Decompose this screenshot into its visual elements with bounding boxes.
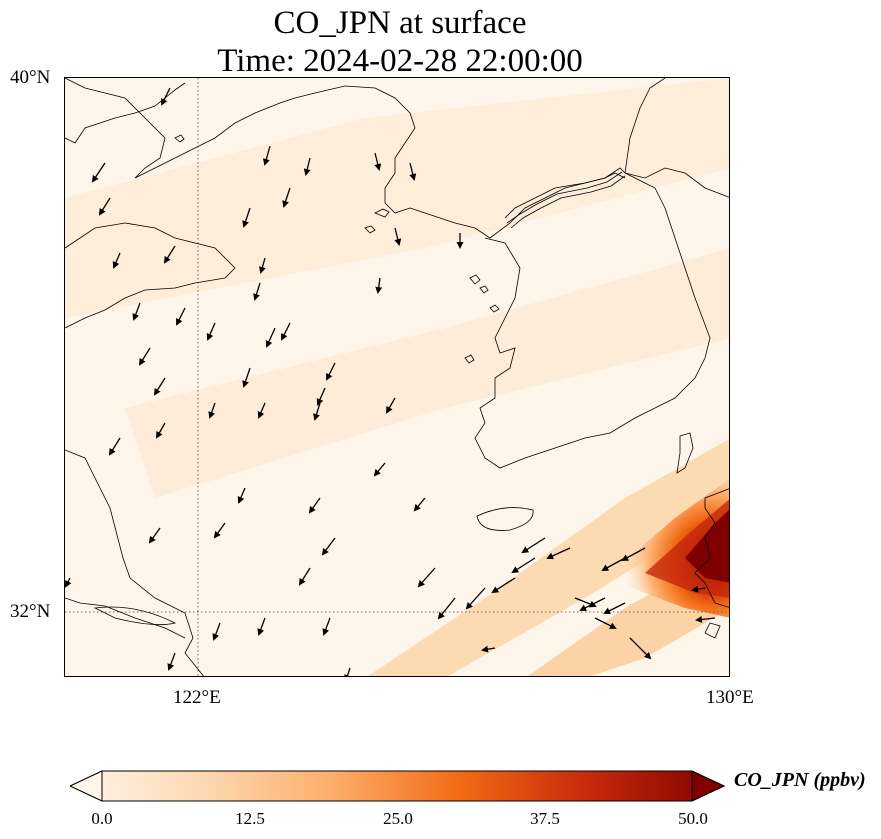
wind-arrow — [282, 187, 291, 208]
wind-arrow — [167, 652, 176, 671]
wind-arrow — [691, 585, 706, 593]
wind-arrow — [344, 667, 351, 676]
wind-arrow — [98, 197, 111, 216]
wind-arrow — [112, 252, 121, 269]
colorbar-label: CO_JPN (ppbv) — [734, 769, 866, 791]
wind-arrow — [208, 402, 216, 419]
wind-arrow — [413, 497, 426, 512]
wind-arrow — [326, 362, 336, 381]
map-title-line-2: Time: 2024-02-28 22:00:00 — [217, 43, 583, 79]
wind-arrow — [303, 157, 311, 176]
colorbar-tick-2: 25.0 — [383, 809, 413, 828]
wind-arrow — [212, 622, 221, 641]
map-title-line-1: CO_JPN at surface — [273, 5, 527, 41]
wind-arrow — [409, 162, 417, 181]
lon-tick-label-130e: 130°E — [706, 687, 754, 708]
wind-arrow — [176, 307, 186, 326]
wind-arrow — [603, 602, 626, 614]
wind-arrow — [322, 617, 331, 636]
wind-arrow — [257, 402, 266, 419]
wind-arrow — [257, 617, 266, 636]
concentration-field — [65, 78, 729, 676]
wind-arrow — [374, 152, 382, 171]
wind-arrow — [237, 487, 246, 504]
wind-arrow — [574, 597, 597, 608]
wind-arrow — [629, 637, 652, 660]
colorbar-tick-1: 12.5 — [235, 809, 265, 828]
wind-arrow — [206, 322, 216, 341]
colorbar-tick-3: 37.5 — [530, 809, 560, 828]
wind-arrow — [511, 557, 536, 574]
wind-arrow — [265, 327, 276, 348]
wind-arrow — [308, 497, 321, 514]
wind-arrow — [259, 257, 266, 274]
wind-arrow — [138, 347, 151, 366]
lat-tick-label-32n: 32°N — [10, 601, 51, 622]
wind-arrow — [213, 522, 226, 539]
wind-arrow — [375, 277, 383, 294]
wind-arrow — [163, 245, 176, 264]
wind-arrow — [242, 367, 251, 388]
wind-arrow — [695, 615, 716, 623]
colorbar-tick-4: 50.0 — [678, 809, 708, 828]
wind-arrow — [91, 162, 106, 183]
colorbar-tick-0: 0.0 — [91, 809, 113, 828]
wind-arrow — [242, 207, 251, 228]
wind-arrow — [417, 567, 436, 588]
coastlines — [65, 78, 729, 676]
wind-arrow — [386, 397, 396, 414]
wind-arrow — [298, 567, 311, 586]
wind-arrow — [481, 645, 496, 653]
colorbar-extend-min — [70, 770, 103, 802]
wind-arrow — [321, 537, 336, 556]
wind-arrow — [156, 422, 166, 439]
wind-arrow — [521, 537, 546, 554]
wind-arrow — [373, 462, 386, 477]
wind-arrow — [546, 547, 571, 560]
wind-arrow — [132, 302, 141, 321]
lon-tick-label-122e: 122°E — [173, 687, 221, 708]
colorbar — [70, 770, 726, 802]
wind-arrow — [108, 437, 121, 456]
wind-arrow — [262, 145, 271, 166]
map-canvas — [65, 78, 729, 676]
colorbar-gradient — [70, 770, 726, 802]
colorbar-extend-max — [691, 770, 726, 802]
wind-arrow — [437, 597, 456, 620]
wind-arrow — [594, 617, 617, 629]
wind-arrow — [161, 87, 171, 106]
wind-arrow — [491, 577, 516, 594]
map-panel — [64, 77, 730, 677]
lat-tick-label-40n: 40°N — [10, 67, 51, 88]
wind-arrow — [153, 377, 166, 396]
wind-arrow — [465, 587, 486, 610]
wind-vectors — [65, 87, 716, 676]
wind-arrow — [65, 577, 72, 588]
wind-arrow — [621, 547, 646, 561]
wind-arrow — [253, 282, 261, 301]
wind-arrow — [316, 387, 326, 406]
wind-arrow — [148, 527, 161, 544]
wind-arrow — [281, 322, 291, 341]
wind-arrow — [394, 227, 402, 246]
wind-arrow — [313, 402, 321, 421]
